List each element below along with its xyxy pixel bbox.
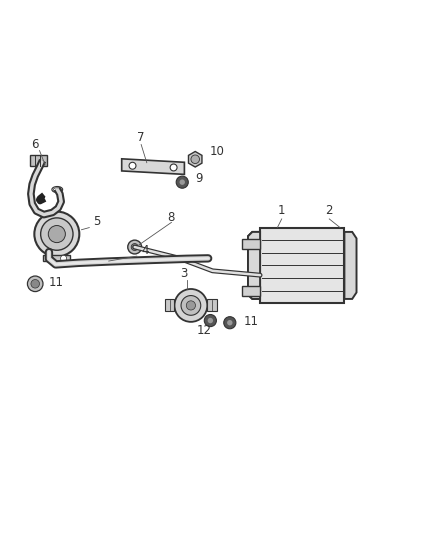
Circle shape: [176, 176, 188, 188]
Text: 10: 10: [209, 145, 224, 158]
Ellipse shape: [53, 188, 61, 191]
Polygon shape: [122, 159, 184, 174]
Text: 12: 12: [196, 324, 212, 336]
Circle shape: [224, 317, 236, 329]
Circle shape: [31, 279, 39, 288]
Text: 9: 9: [195, 172, 203, 185]
Circle shape: [174, 289, 207, 322]
FancyBboxPatch shape: [260, 228, 344, 303]
Bar: [31, 155, 47, 166]
Circle shape: [48, 225, 65, 243]
Bar: [242, 239, 260, 249]
Circle shape: [170, 164, 177, 171]
Ellipse shape: [52, 187, 63, 192]
Circle shape: [204, 314, 216, 327]
Circle shape: [181, 296, 201, 316]
Circle shape: [191, 155, 199, 164]
Bar: [165, 300, 174, 311]
Text: 4: 4: [141, 244, 148, 256]
Circle shape: [128, 240, 141, 254]
Text: 5: 5: [94, 215, 101, 229]
Circle shape: [208, 318, 213, 324]
Text: 1: 1: [278, 204, 286, 217]
Circle shape: [47, 255, 53, 261]
Text: 11: 11: [48, 276, 63, 289]
Polygon shape: [43, 255, 71, 261]
Text: 3: 3: [180, 268, 187, 280]
Circle shape: [180, 180, 185, 185]
Circle shape: [60, 255, 67, 261]
Text: 8: 8: [167, 211, 174, 224]
Text: 6: 6: [31, 138, 39, 151]
Bar: [207, 300, 217, 311]
Circle shape: [28, 276, 43, 292]
Polygon shape: [248, 232, 260, 299]
Circle shape: [34, 212, 79, 256]
Circle shape: [186, 301, 195, 310]
Polygon shape: [188, 151, 202, 167]
Polygon shape: [344, 232, 357, 299]
Text: 7: 7: [137, 131, 145, 144]
Circle shape: [131, 244, 138, 251]
Text: 11: 11: [244, 315, 259, 328]
Text: 2: 2: [325, 204, 333, 217]
Bar: [242, 286, 260, 296]
Circle shape: [41, 218, 73, 251]
Circle shape: [227, 320, 233, 326]
Circle shape: [129, 162, 136, 169]
